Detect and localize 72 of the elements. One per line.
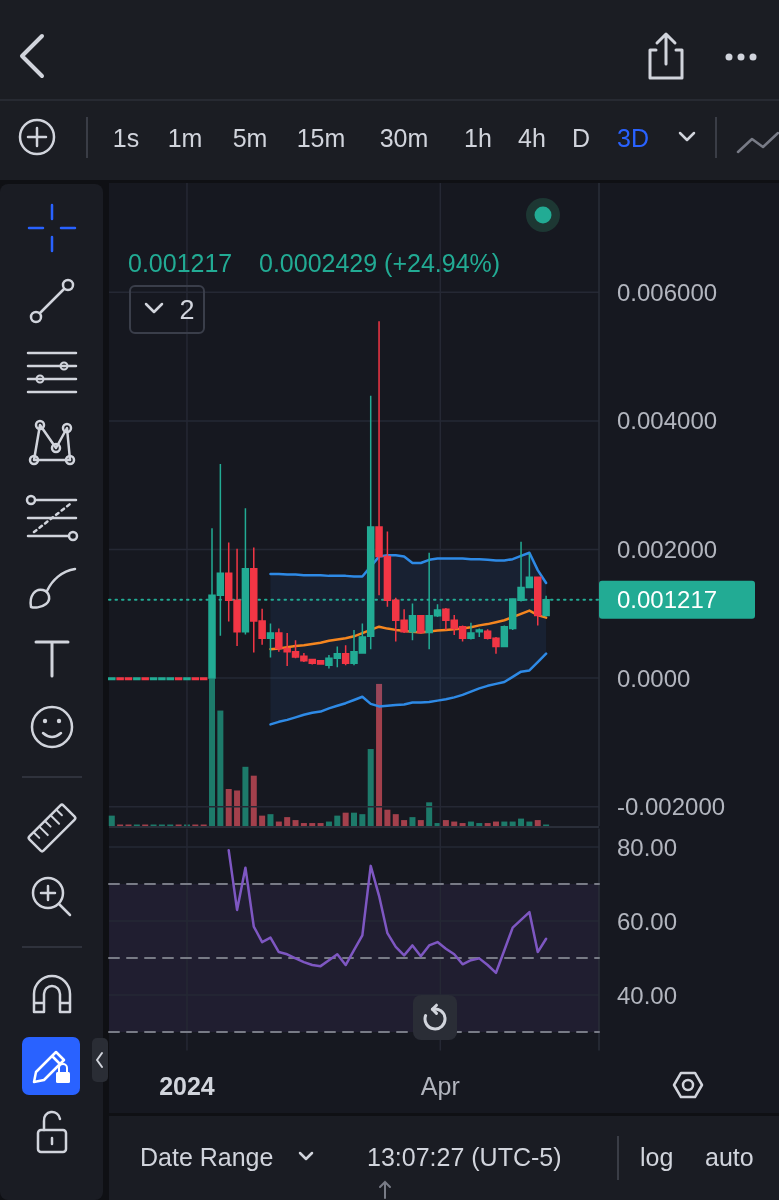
bar — [534, 820, 541, 826]
bar — [359, 814, 366, 826]
text: 4h — [518, 124, 546, 152]
line-series — [269, 652, 548, 726]
candlestick — [183, 677, 191, 681]
bar — [401, 820, 408, 826]
text: 30m — [379, 124, 429, 152]
candlestick — [417, 614, 425, 635]
candlestick — [141, 677, 149, 681]
bar — [334, 815, 341, 826]
bar — [417, 820, 424, 826]
line-series — [227, 849, 548, 975]
bar — [442, 820, 449, 826]
candlestick — [266, 622, 275, 659]
bar — [242, 766, 249, 826]
bar — [459, 823, 466, 826]
bar — [300, 823, 307, 826]
ref-line-label: 0.001217 — [617, 586, 718, 614]
bar — [392, 814, 399, 826]
text: log — [640, 1143, 674, 1171]
bar — [209, 678, 216, 826]
bar — [259, 815, 266, 826]
y-tick-label: 0.004000 — [617, 407, 718, 435]
bar — [284, 817, 291, 826]
bar — [484, 823, 491, 826]
x-tick-label: 2024 — [159, 1072, 215, 1100]
line-series — [269, 551, 548, 585]
bar — [342, 812, 349, 826]
y-tick-label: 40.00 — [617, 981, 678, 1009]
y-tick-label: 60.00 — [617, 907, 678, 935]
bar — [426, 802, 433, 826]
y-tick-label: 0.006000 — [617, 278, 718, 306]
annotation: 0.0002429 (+24.94%) — [259, 249, 501, 277]
bar — [409, 817, 416, 826]
x-tick-label: Apr — [420, 1072, 460, 1100]
y-tick-label: -0.002000 — [617, 793, 726, 821]
bar — [367, 749, 374, 826]
candlestick — [133, 677, 141, 681]
bar — [108, 815, 115, 826]
text: 1h — [464, 124, 492, 152]
text: 1m — [167, 124, 203, 152]
candlestick — [408, 602, 417, 641]
bar — [518, 818, 525, 826]
bar — [309, 823, 316, 826]
bar — [317, 823, 324, 826]
bar — [351, 812, 357, 826]
text: 5m — [232, 124, 268, 152]
y-tick-label: 0.0000 — [617, 664, 691, 692]
text: 13:07:27 (UTC-5) — [367, 1143, 562, 1171]
text: 1s — [112, 124, 140, 152]
bar — [250, 775, 257, 826]
text: 3D — [617, 124, 649, 152]
bar — [376, 683, 383, 826]
text: Date Range — [140, 1143, 274, 1171]
bar — [384, 809, 391, 826]
y-tick-label: 0.002000 — [617, 536, 718, 564]
text: D — [571, 124, 591, 152]
y-tick-label: 80.00 — [617, 833, 678, 861]
bar — [217, 710, 224, 826]
candlestick — [534, 575, 542, 627]
text: 15m — [296, 124, 346, 152]
candlestick — [341, 644, 350, 666]
bar — [267, 814, 274, 826]
bar — [234, 790, 241, 826]
bar — [225, 789, 232, 826]
annotation: 0.001217 — [128, 249, 233, 277]
text: auto — [705, 1143, 754, 1171]
bar — [292, 820, 299, 826]
candlestick — [174, 677, 183, 681]
annotation: 2 — [179, 295, 195, 325]
bar — [476, 823, 483, 826]
candlestick — [108, 677, 116, 681]
